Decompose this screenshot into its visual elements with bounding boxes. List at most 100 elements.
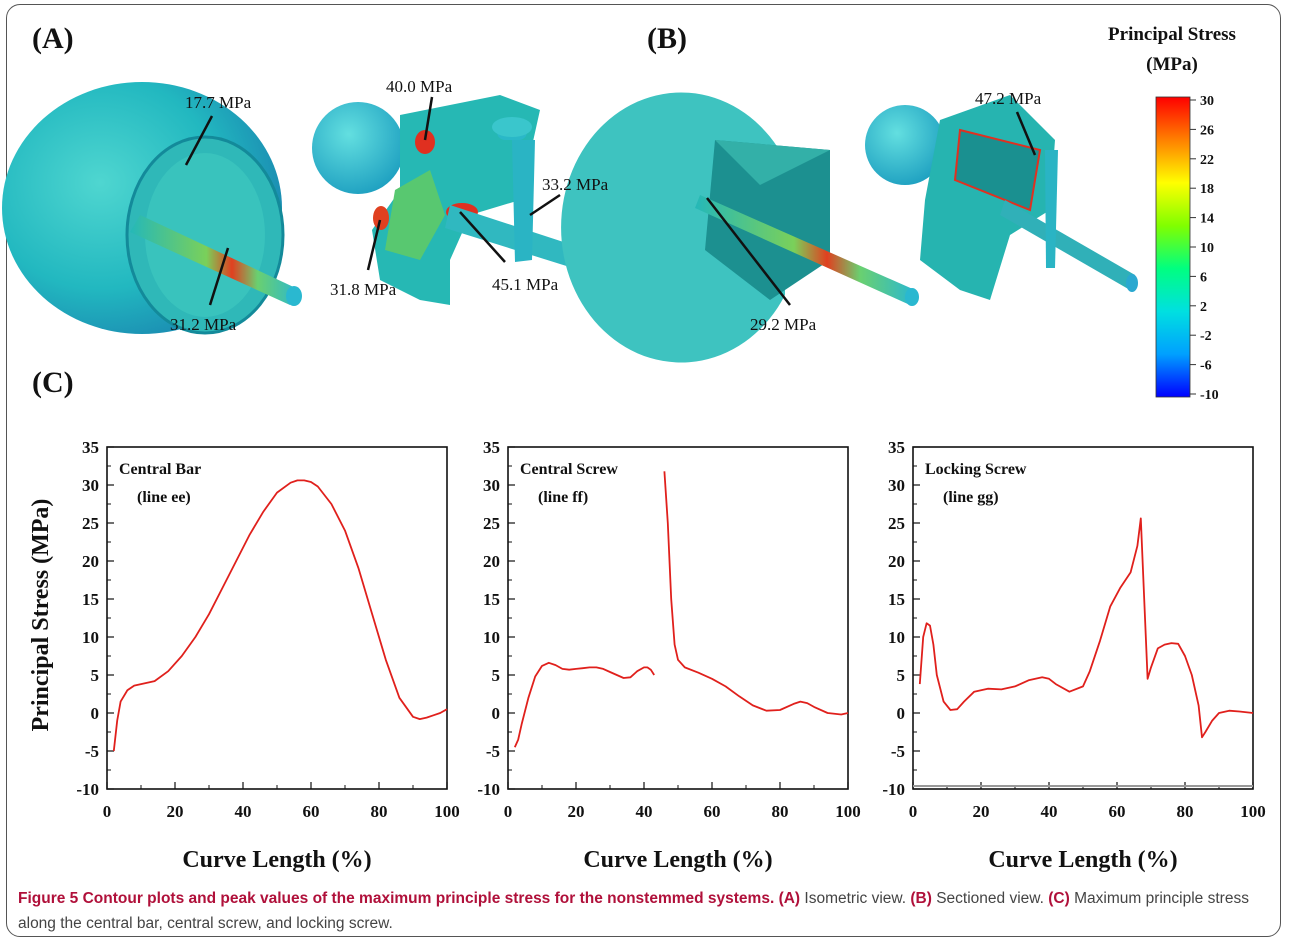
panel-b-cup-section [561, 92, 919, 363]
series-label-title: Central Screw [520, 461, 618, 478]
y-tick-label: -5 [85, 742, 99, 761]
caption-b-text: Sectioned view. [936, 890, 1044, 907]
series-label-line: (line gg) [943, 489, 999, 506]
y-tick-label: 35 [888, 438, 905, 457]
panel-a-cup-model [2, 82, 302, 335]
y-tick-label: 10 [82, 628, 99, 647]
x-tick-label: 80 [772, 802, 789, 821]
series-label-title: Central Bar [119, 461, 201, 478]
x-axis-title: Curve Length (%) [182, 847, 371, 873]
y-tick-label: 30 [82, 476, 99, 495]
y-tick-label: 35 [483, 438, 500, 457]
caption-c-tag: (C) [1048, 890, 1070, 907]
x-tick-label: 100 [835, 802, 861, 821]
x-tick-label: 20 [167, 802, 184, 821]
colorbar-title-line2: (MPa) [1146, 54, 1198, 75]
caption-b-tag: (B) [910, 890, 932, 907]
y-tick-label: 10 [483, 628, 500, 647]
y-tick-label: 0 [897, 704, 906, 723]
caption-a-text: Isometric view. [804, 890, 907, 907]
colorbar-tick-label: 30 [1200, 94, 1214, 109]
x-tick-label: 0 [909, 802, 918, 821]
stress-curve [663, 471, 849, 716]
caption-title: Contour plots and peak values of the max… [82, 890, 775, 907]
callout-45-1: 45.1 MPa [492, 275, 559, 294]
x-tick-label: 60 [303, 802, 320, 821]
x-tick-label: 40 [636, 802, 653, 821]
x-tick-label: 40 [235, 802, 252, 821]
colorbar-tick-label: -10 [1200, 388, 1219, 403]
caption-c-text: Maximum principle stress along the centr… [18, 890, 1249, 932]
y-tick-label: 25 [483, 514, 500, 533]
callout-31-8: 31.8 MPa [330, 280, 397, 299]
callout-29-2: 29.2 MPa [750, 315, 817, 334]
y-tick-label: 30 [888, 476, 905, 495]
chart-central-screw: -10 -5 0 5 10 15 20 25 30 35 0 20 40 60 80 100 Curve Len… [477, 438, 860, 873]
x-axis-title: Curve Length (%) [583, 847, 772, 873]
y-tick-label: 20 [888, 552, 905, 571]
x-tick-label: 80 [371, 802, 388, 821]
callouts-panel-a: 17.7 MPa 31.2 MPa 40.0 MPa 33.2 MPa 31.8… [170, 77, 609, 334]
y-axis-title: Principal Stress (MPa) [28, 499, 54, 732]
stress-curve [112, 479, 448, 752]
plot-frame [106, 446, 448, 790]
x-tick-label: 100 [434, 802, 460, 821]
colorbar-gradient [1155, 96, 1191, 398]
y-tick-label: 10 [888, 628, 905, 647]
y-tick-label: -10 [76, 780, 99, 799]
x-tick-label: 40 [1041, 802, 1058, 821]
colorbar-tick-label: -6 [1200, 359, 1212, 374]
series-label-line: (line ee) [137, 489, 191, 506]
x-tick-label: 100 [1240, 802, 1266, 821]
colorbar-tick-label: 2 [1200, 300, 1207, 315]
y-tick-label: 30 [483, 476, 500, 495]
colorbar-title-line1: Principal Stress [1108, 24, 1236, 45]
panel-b-label: (B) [647, 22, 687, 55]
chart-locking-screw: -10 -5 0 5 10 15 20 25 30 35 0 20 40 60 80 100 Curve Len… [882, 438, 1265, 873]
colorbar-tick-label: 18 [1200, 182, 1214, 197]
series-label-title: Locking Screw [925, 461, 1027, 478]
callouts-panel-b: 47.2 MPa 29.2 MPa [706, 89, 1042, 334]
y-tick-label: 15 [888, 590, 905, 609]
callout-47-2: 47.2 MPa [975, 89, 1042, 108]
colorbar-tick-label: 26 [1200, 123, 1214, 138]
figure-caption: Figure 5 Contour plots and peak values o… [18, 886, 1268, 936]
callout-31-2: 31.2 MPa [170, 315, 237, 334]
x-tick-label: 60 [1109, 802, 1126, 821]
plot-frame [507, 446, 849, 790]
y-tick-label: 5 [492, 666, 501, 685]
y-tick-label: -5 [891, 742, 905, 761]
colorbar-tick-label: 14 [1200, 212, 1214, 227]
y-tick-label: 25 [82, 514, 99, 533]
series-label-line: (line ff) [538, 489, 588, 506]
callout-40-0: 40.0 MPa [386, 77, 453, 96]
caption-figure-label: Figure 5 [18, 890, 79, 907]
stress-curve [513, 661, 655, 748]
x-tick-label: 0 [504, 802, 513, 821]
x-tick-label: 60 [704, 802, 721, 821]
colorbar-tick-label: 10 [1200, 241, 1214, 256]
panel-b-baseplate-section [865, 95, 1138, 300]
y-tick-label: 20 [82, 552, 99, 571]
y-tick-label: 35 [82, 438, 99, 457]
callout-33-2: 33.2 MPa [542, 175, 609, 194]
chart-central-bar: -10 -5 0 5 10 15 20 25 30 35 0 20 40 60 80 100 Curve Len… [76, 438, 459, 873]
figure-canvas: (A) (B) (C) [2, 22, 1266, 873]
x-tick-label: 20 [973, 802, 990, 821]
x-tick-label: 80 [1177, 802, 1194, 821]
y-tick-label: 5 [897, 666, 906, 685]
y-tick-label: 15 [483, 590, 500, 609]
y-tick-label: -5 [486, 742, 500, 761]
colorbar-tick-label: -2 [1200, 329, 1212, 344]
stress-curve [918, 517, 1254, 739]
y-tick-label: -10 [882, 780, 905, 799]
colorbar-tick-label: 22 [1200, 153, 1214, 168]
y-tick-label: 0 [492, 704, 501, 723]
y-tick-label: 0 [91, 704, 100, 723]
y-tick-label: 15 [82, 590, 99, 609]
y-tick-label: 5 [91, 666, 100, 685]
y-tick-label: 20 [483, 552, 500, 571]
x-tick-label: 0 [103, 802, 112, 821]
y-tick-label: -10 [477, 780, 500, 799]
colorbar-tick-label: 6 [1200, 270, 1207, 285]
